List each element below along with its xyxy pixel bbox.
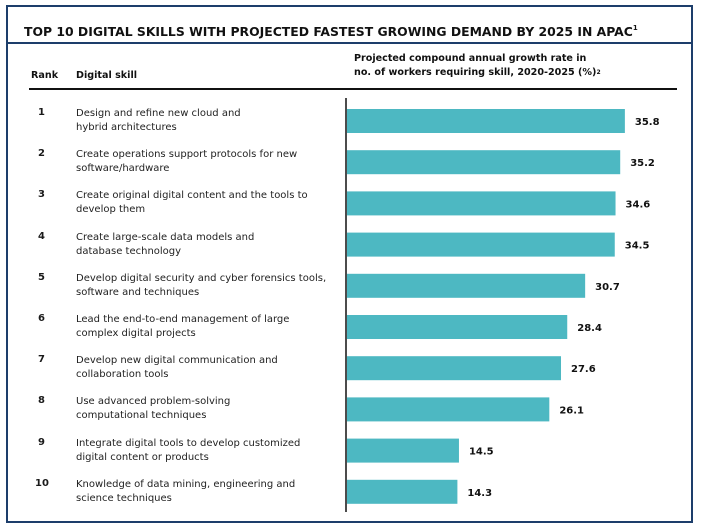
skill-label-line2: software and techniques — [76, 286, 200, 298]
bar — [347, 479, 458, 504]
rank-label: 4 — [38, 230, 45, 242]
skill-label-line2: computational techniques — [76, 410, 207, 422]
bar — [347, 232, 615, 257]
rank-label: 7 — [38, 354, 45, 366]
skill-label: Create large-scale data models and databa… — [76, 231, 346, 259]
bar — [347, 150, 621, 175]
skill-label-line1: Knowledge of data mining, engineering an… — [76, 478, 296, 490]
skill-label-line1: Develop new digital communication and — [76, 355, 278, 367]
skill-label: Use advanced problem-solving computationa… — [76, 395, 346, 423]
bar — [347, 191, 616, 216]
bar — [347, 109, 625, 133]
chart-title-text: TOP 10 DIGITAL SKILLS WITH PROJECTED FAS… — [24, 24, 633, 39]
bar-value-label: 28.4 — [577, 323, 602, 334]
chart-title: TOP 10 DIGITAL SKILLS WITH PROJECTED FAS… — [24, 15, 638, 48]
skill-label-line1: Create operations support protocols for … — [76, 149, 298, 161]
skill-label: Develop new digital communication and col… — [76, 354, 346, 382]
skill-label-line1: Create original digital content and the … — [76, 190, 308, 202]
rank-label: 3 — [38, 189, 45, 201]
bar-value-label: 27.6 — [571, 364, 596, 375]
skill-label: Lead the end-to-end management of large c… — [76, 313, 346, 341]
header-divider — [29, 88, 677, 90]
rank-label: 8 — [38, 395, 45, 407]
skill-label-line2: science techniques — [76, 492, 172, 504]
bar-value-label: 34.6 — [626, 199, 651, 210]
skill-label-line1: Use advanced problem-solving — [76, 396, 231, 408]
bar — [347, 397, 550, 422]
bar — [347, 438, 459, 463]
skill-label-line2: develop them — [76, 204, 146, 216]
bar-value-label: 14.3 — [467, 488, 492, 499]
skill-label-line2: digital content or products — [76, 451, 209, 463]
chart-frame: TOP 10 DIGITAL SKILLS WITH PROJECTED FAS… — [6, 5, 693, 523]
header-metric-line1: Projected compound annual growth rate in — [354, 53, 587, 64]
skill-label: Knowledge of data mining, engineering an… — [76, 478, 346, 506]
skill-label-line2: complex digital projects — [76, 328, 196, 339]
bar-value-label: 30.7 — [595, 282, 620, 293]
skill-label-line2: database technology — [76, 245, 182, 257]
header-metric-line2-text: no. of workers requiring skill, 2020-202… — [354, 67, 597, 78]
skill-label-line1: Design and refine new cloud and — [76, 108, 241, 119]
skill-label: Design and refine new cloud and hybrid ar… — [76, 107, 346, 135]
rank-label: 10 — [35, 477, 49, 489]
skill-label: Integrate digital tools to develop custo… — [76, 437, 346, 465]
skill-label-line1: Develop digital security and cyber foren… — [76, 272, 327, 284]
bar — [347, 315, 568, 339]
rank-label: 2 — [38, 148, 45, 160]
rank-label: 5 — [38, 271, 45, 283]
header-rank: Rank — [31, 70, 59, 81]
skill-label-line2: hybrid architectures — [76, 122, 177, 133]
bar-value-label: 35.2 — [630, 158, 655, 169]
bar-value-label: 26.1 — [559, 405, 584, 416]
skill-label-line2: software/hardware — [76, 163, 170, 175]
bar — [347, 273, 586, 298]
rank-label: 1 — [38, 107, 45, 118]
bar — [347, 356, 562, 381]
bar-value-label: 34.5 — [625, 241, 650, 252]
title-footnote: 1 — [632, 24, 638, 32]
header-metric: Projected compound annual growth rate in… — [354, 52, 601, 80]
bar-value-label: 35.8 — [635, 117, 660, 128]
skill-label: Create original digital content and the … — [76, 189, 346, 217]
header-metric-line2: no. of workers requiring skill, 2020-202… — [354, 66, 601, 80]
skill-label: Develop digital security and cyber foren… — [76, 272, 346, 300]
skill-label-line1: Lead the end-to-end management of large — [76, 314, 290, 325]
skill-label-line1: Integrate digital tools to develop custo… — [76, 437, 301, 449]
header-skill: Digital skill — [76, 70, 138, 81]
metric-footnote: 2 — [596, 69, 601, 76]
skill-label-line2: collaboration tools — [76, 369, 169, 381]
title-divider — [8, 42, 691, 44]
skill-label-line1: Create large-scale data models and — [76, 231, 255, 243]
rank-label: 9 — [38, 436, 45, 448]
skill-label: Create operations support protocols for … — [76, 148, 346, 176]
rank-label: 6 — [38, 313, 45, 324]
bar-value-label: 14.5 — [469, 447, 494, 458]
